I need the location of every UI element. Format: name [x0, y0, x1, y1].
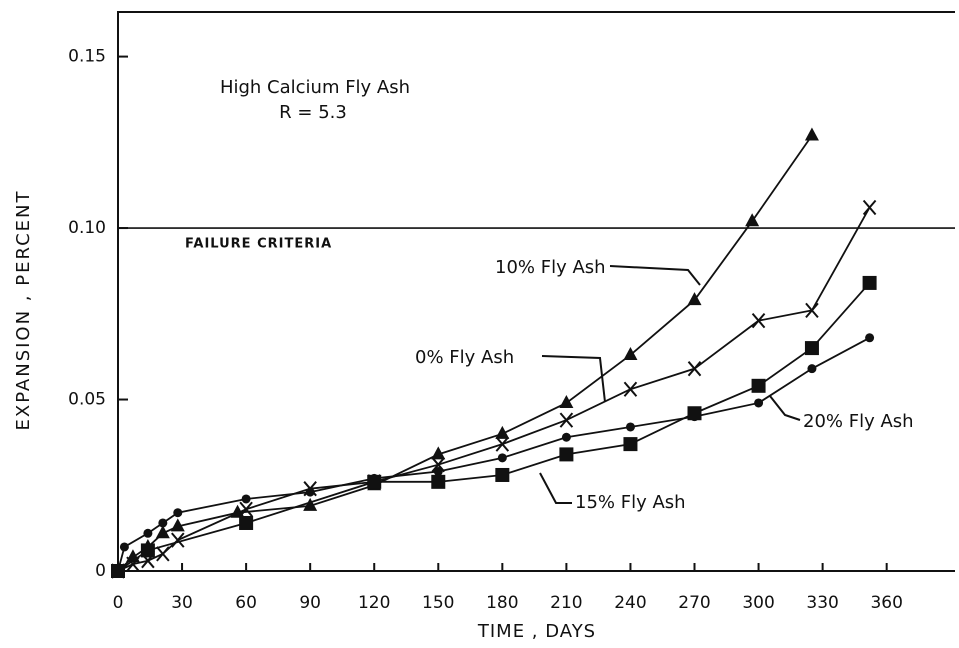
marker [239, 501, 253, 517]
marker [431, 474, 446, 489]
label-arrow [609, 265, 701, 286]
x-tick-label: 180 [486, 593, 518, 613]
marker [805, 302, 819, 319]
y-tick-label: 0.15 [68, 47, 106, 67]
marker [239, 515, 254, 530]
marker [623, 381, 638, 397]
series-label: 15% Fly Ash [575, 492, 686, 513]
marker [751, 378, 766, 393]
marker [433, 467, 443, 477]
marker [126, 556, 140, 572]
marker [171, 532, 185, 548]
plot-frame [117, 11, 955, 572]
marker [865, 333, 875, 343]
marker [687, 292, 702, 306]
marker [807, 364, 817, 374]
marker [559, 447, 574, 462]
series-line [117, 207, 871, 572]
marker [303, 497, 318, 511]
marker [241, 494, 251, 504]
marker [156, 546, 170, 562]
marker [111, 564, 125, 578]
x-tick-label: 240 [614, 593, 646, 613]
marker [559, 394, 574, 408]
y-tick-label: 0 [95, 561, 106, 581]
x-tick-label: 30 [171, 593, 193, 613]
marker [862, 199, 877, 216]
x-tick-label: 0 [113, 593, 124, 613]
reference-label: FAILURE CRITERIA [185, 237, 332, 252]
marker [158, 518, 168, 528]
marker [143, 528, 153, 538]
x-tick-label: 60 [235, 593, 257, 613]
marker [561, 432, 571, 442]
marker [495, 436, 510, 452]
series-label: 10% Fly Ash [495, 257, 606, 278]
label-arrow [769, 395, 801, 421]
marker [559, 412, 574, 428]
marker [687, 406, 702, 421]
marker [804, 127, 819, 141]
marker [497, 453, 507, 463]
x-tick-label: 150 [422, 593, 454, 613]
marker [625, 422, 635, 432]
x-axis-label: TIME , DAYS [477, 621, 596, 642]
series-label: 0% Fly Ash [415, 347, 514, 368]
x-tick-label: 330 [806, 593, 838, 613]
x-tick-label: 210 [550, 593, 582, 613]
chart-subtitle: R = 5.3 [279, 102, 347, 123]
x-tick-label: 90 [299, 593, 321, 613]
label-arrow [539, 472, 572, 504]
marker [173, 508, 183, 518]
marker [305, 487, 315, 497]
marker [495, 425, 510, 439]
x-tick-label: 270 [678, 593, 710, 613]
series-line [117, 282, 871, 572]
marker [804, 341, 819, 356]
label-arrow [541, 355, 606, 403]
marker [745, 213, 760, 227]
marker [495, 467, 510, 482]
y-tick-label: 0.05 [68, 390, 106, 410]
y-axis-label: EXPANSION , PERCENT [13, 190, 34, 431]
chart-title: High Calcium Fly Ash [220, 77, 410, 98]
marker [431, 446, 446, 460]
marker [754, 398, 764, 408]
marker [119, 542, 129, 552]
marker [862, 275, 877, 290]
x-tick-label: 300 [742, 593, 774, 613]
x-tick-label: 360 [870, 593, 902, 613]
marker [431, 457, 446, 473]
marker [155, 525, 170, 539]
x-tick-label: 120 [358, 593, 390, 613]
marker [140, 543, 155, 558]
marker [623, 437, 638, 452]
marker [170, 518, 185, 532]
marker [751, 312, 766, 329]
y-tick-label: 0.10 [68, 218, 106, 238]
marker [367, 474, 382, 489]
marker [687, 361, 702, 377]
series-label: 20% Fly Ash [803, 411, 914, 432]
series-line [117, 337, 871, 572]
marker [623, 346, 638, 360]
